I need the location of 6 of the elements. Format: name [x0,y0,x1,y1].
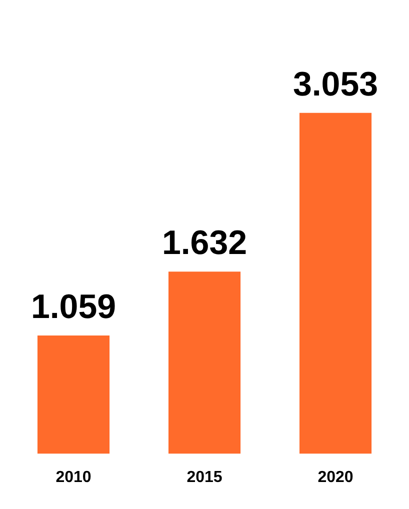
x-tick-label: 2010 [56,468,92,486]
x-tick-label: 2020 [318,468,354,486]
data-label: 3.053 [292,65,378,104]
x-tick-label: 2015 [186,468,222,486]
data-label: 1.059 [30,288,116,326]
data-label: 1.632 [162,224,248,262]
